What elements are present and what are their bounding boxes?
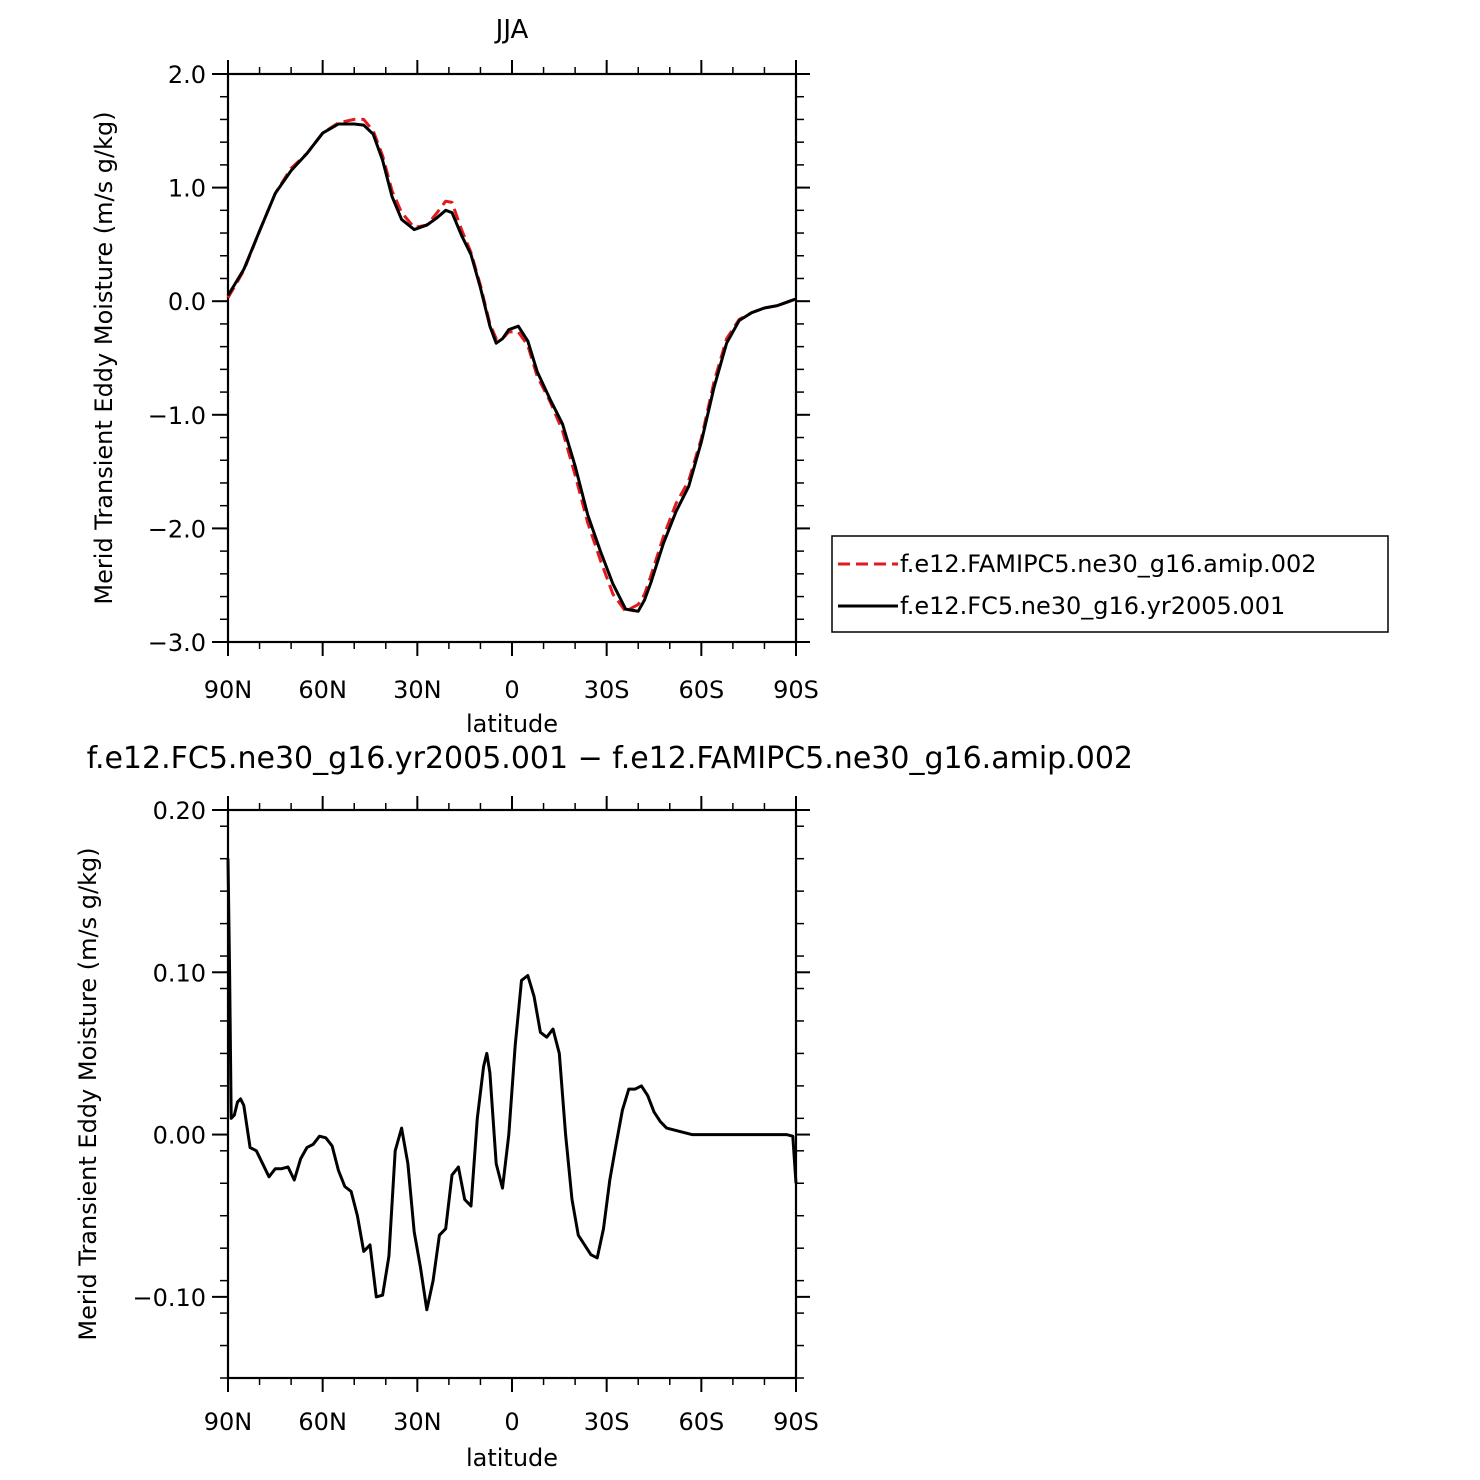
legend: f.e12.FAMIPC5.ne30_g16.amip.002 f.e12.FC5…: [831, 535, 1389, 633]
x-tick-label: 30S: [584, 1408, 630, 1436]
x-tick-label: 30N: [393, 676, 442, 704]
chart-title: f.e12.FC5.ne30_g16.yr2005.001 − f.e12.FA…: [87, 741, 1133, 776]
y-axis-label: Merid Transient Eddy Moisture (m/s g/kg): [90, 111, 118, 604]
x-tick-label: 30N: [393, 1408, 442, 1436]
y-tick-label: 0.10: [153, 959, 206, 987]
x-tick-label: 90S: [773, 676, 819, 704]
y-tick-label: 2.0: [168, 61, 206, 89]
x-tick-label: 90S: [773, 1408, 819, 1436]
chart-panel-2: f.e12.FC5.ne30_g16.yr2005.001 − f.e12.FA…: [74, 741, 1133, 1472]
y-axis-label: Merid Transient Eddy Moisture (m/s g/kg): [74, 847, 102, 1340]
y-tick-label: −2.0: [148, 515, 206, 543]
series-line-1: [226, 858, 798, 1312]
y-tick-label: 0.20: [153, 797, 206, 825]
x-tick-label: 60N: [298, 1408, 347, 1436]
x-tick-label: 90N: [204, 1408, 253, 1436]
x-tick-label: 60S: [678, 1408, 724, 1436]
x-axis-label: latitude: [466, 710, 558, 738]
x-axis-label: latitude: [466, 1444, 558, 1472]
y-tick-label: 1.0: [168, 175, 206, 203]
legend-box: [831, 535, 1389, 633]
y-tick-label: −0.10: [132, 1284, 206, 1312]
series-line-2: [226, 122, 797, 613]
y-tick-label: −3.0: [148, 629, 206, 657]
x-tick-label: 60S: [678, 676, 724, 704]
x-tick-label: 0: [504, 676, 519, 704]
chart-panel-1: JJA 2.0 1.0 0.0 −1.0 −2.0 −3.0 90N 60N 30N 0 30S 60S…: [90, 15, 1389, 738]
x-tick-label: 60N: [298, 676, 347, 704]
x-tick-label: 90N: [204, 676, 253, 704]
legend-label-1: f.e12.FAMIPC5.ne30_g16.amip.002: [900, 550, 1317, 578]
series-line-1: [226, 117, 797, 613]
y-tick-label: 0.00: [153, 1122, 206, 1150]
y-tick-label: 0.0: [168, 288, 206, 316]
x-tick-label: 0: [504, 1408, 519, 1436]
chart-title: JJA: [494, 15, 529, 45]
y-tick-label: −1.0: [148, 402, 206, 430]
legend-label-2: f.e12.FC5.ne30_g16.yr2005.001: [900, 592, 1285, 620]
plot-frame: [226, 72, 798, 644]
x-tick-label: 30S: [584, 676, 630, 704]
